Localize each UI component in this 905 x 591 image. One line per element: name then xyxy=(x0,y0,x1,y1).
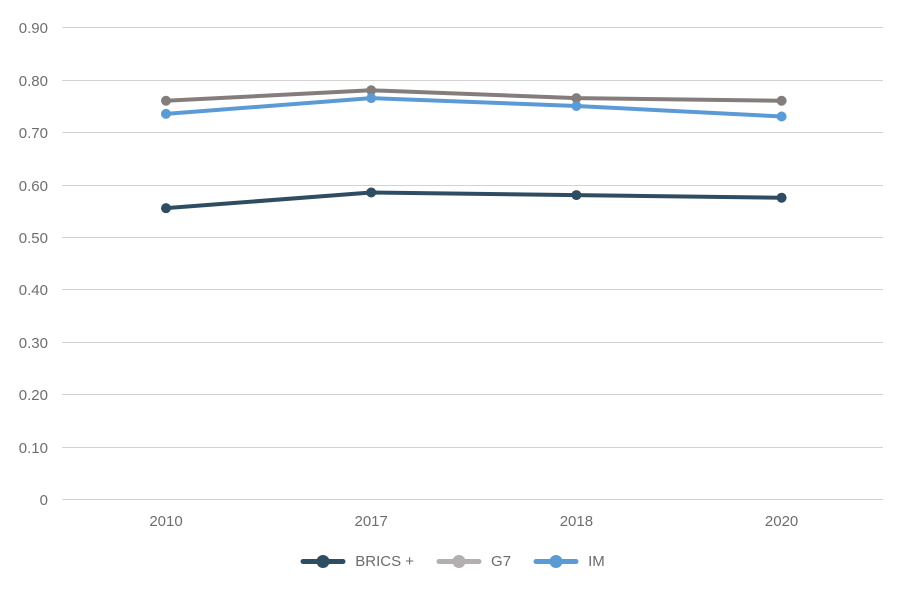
x-axis-tick-label: 2017 xyxy=(355,513,388,530)
y-axis-tick-label: 0 xyxy=(40,492,48,509)
data-point xyxy=(366,93,377,104)
y-axis-tick-label: 0.70 xyxy=(19,125,48,142)
y-axis-tick-label: 0.50 xyxy=(19,230,48,247)
y-axis-tick-label: 0.30 xyxy=(19,335,48,352)
legend-item-brics: BRICS + xyxy=(300,553,414,570)
chart-legend: BRICS + G7 IM xyxy=(0,546,905,576)
y-axis-tick-label: 0.80 xyxy=(19,73,48,90)
data-point xyxy=(161,95,171,106)
y-axis-tick-label: 0.90 xyxy=(19,20,48,37)
y-axis-tick-label: 0.60 xyxy=(19,178,48,195)
legend-label: BRICS + xyxy=(355,552,415,570)
legend-item-im: IM xyxy=(533,553,605,570)
data-point xyxy=(161,108,171,119)
data-point xyxy=(776,111,787,122)
x-axis-tick-label: 2020 xyxy=(765,513,798,530)
data-point xyxy=(366,187,377,198)
legend-item-g7: G7 xyxy=(436,553,511,570)
series-line-g7 xyxy=(164,88,784,103)
x-axis-tick-label: 2018 xyxy=(560,513,593,530)
legend-swatch-icon xyxy=(300,554,346,568)
legend-swatch-icon xyxy=(436,554,482,568)
series-line-brics xyxy=(164,190,784,211)
series-line-im xyxy=(164,96,784,119)
legend-swatch-icon xyxy=(533,554,579,568)
y-axis-tick-label: 0.40 xyxy=(19,282,48,299)
x-axis-tick-label: 2010 xyxy=(149,513,182,530)
legend-label: G7 xyxy=(491,552,512,570)
y-axis-tick-label: 0.10 xyxy=(19,440,48,457)
data-point xyxy=(571,190,582,201)
data-point xyxy=(776,192,787,203)
data-point xyxy=(161,203,171,214)
plot-area: 0 0.10 0.20 0.30 0.40 0.50 0.60 0.70 0.80 0.90 201… xyxy=(19,20,883,530)
data-point xyxy=(776,95,787,106)
data-point xyxy=(571,101,582,111)
data-point xyxy=(366,85,377,96)
legend-label: IM xyxy=(588,552,605,570)
y-axis-tick-label: 0.20 xyxy=(19,387,48,404)
data-point xyxy=(571,93,582,104)
